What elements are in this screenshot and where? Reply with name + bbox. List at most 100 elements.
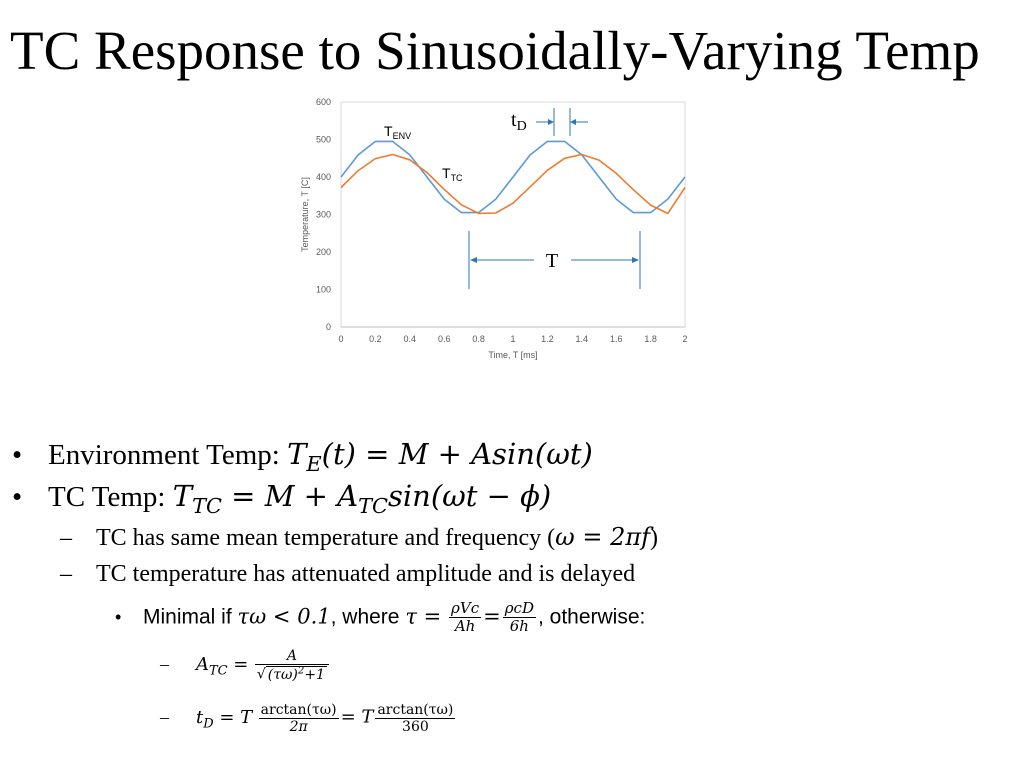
sqrt-sign: √ [256,666,266,683]
series-label-sub: TC [451,173,463,183]
bullet-text: Environment Temp: [48,439,288,471]
otherwise-text: , otherwise: [537,605,646,629]
bullet-marker: – [160,653,169,674]
series-label-main: T [442,165,451,181]
delay-fraction-2: arctan(τω) 360 [375,702,456,736]
tau-fraction-2: ρcD 6h [502,599,536,636]
period-label: T [546,250,558,272]
sqrt-base: (τω) [267,666,298,683]
fraction-numerator: arctan(τω) [258,702,339,720]
response-chart: 0 0.2 0.4 0.6 0.8 1 1.2 1.4 1.6 1.8 2 0 100 200 300 400… [296,92,696,372]
formula-lhs: T [172,479,193,513]
formula-rhs: (t) = M + Asin(ωt) [321,437,593,471]
frequency-formula: ω = 2πf [555,523,651,551]
x-tick-label: 0.2 [369,334,382,344]
y-tick-label: 100 [316,285,331,295]
env-temp-formula: TE(t) = M + Asin(ωt) [287,437,593,476]
equals-t: = T [213,706,253,728]
formula-sub: TC [209,663,228,679]
formula-lhs: T [287,437,307,471]
period-arrowhead-right [632,257,639,263]
delay-fraction-1: arctan(τω) 2π [258,702,339,736]
delay-label-sub: D [517,119,527,134]
bullet-marker: – [160,706,169,727]
sqrt-plus: +1 [304,666,325,683]
fraction-denominator: Ah [454,617,476,636]
condition-formula: τω < 0.1 [237,604,331,629]
fraction-numerator: A [254,648,329,666]
tc-temp-formula: TTC = M + ATCsin(ωt − ϕ) [172,479,552,518]
equals-sign: = [227,653,249,675]
formula-mid: = M + A [221,479,359,513]
formula-lhs: t [196,706,204,728]
sub-sub-bullet-minimal: • Minimal if τω < 0.1, where τ = ρVc Ah = ρc… [115,599,646,636]
bullet-marker: • [115,607,122,628]
tau-fraction-1: ρVc Ah [449,599,482,636]
bullet-text: TC has same mean temperature and frequen… [96,525,556,551]
delay-arrowhead-left [548,119,554,125]
series-env-line [340,140,686,214]
x-tick-label: 1.6 [610,334,623,344]
y-tick-label: 200 [316,247,331,257]
tau-eq: τ = [405,604,442,629]
x-tick-label: 1.8 [644,334,657,344]
formula-sub: E [306,451,322,476]
sqrt-content: (τω)2+1 [265,665,327,683]
y-tick-label: 400 [316,172,331,182]
x-tick-label: 0.8 [472,334,485,344]
label-t-env: TENV [384,123,411,141]
bullet-marker: • [12,439,23,471]
where-text: , where [330,605,406,629]
series-label-main: T [384,123,393,139]
delay-label: tD [511,109,527,134]
chart-svg: 0 0.2 0.4 0.6 0.8 1 1.2 1.4 1.6 1.8 2 0 100 200 300 400… [300,97,688,360]
formula-sub: D [203,716,214,732]
y-axis-title: Temperature, T [C] [300,177,310,252]
formula-amplitude: – ATC = A √ (τω)2+1 [160,648,331,683]
x-tick-label: 1.4 [576,334,589,344]
sub-bullet-mean-frequency: – TC has same mean temperature and freque… [60,523,658,552]
bullet-close: ) [650,525,659,551]
bullet-marker: – [60,525,72,551]
x-tick-label: 0.4 [404,334,417,344]
fraction-numerator: ρVc [449,599,482,619]
equals-sign: = [483,604,501,629]
bullet-text: TC Temp: [48,481,173,513]
x-tick-label: 1.2 [541,334,554,344]
fraction-denominator: √ (τω)2+1 [255,665,329,683]
fraction-numerator: ρcD [502,599,536,619]
bullet-text: Minimal if [143,605,238,629]
series-tc-line [340,153,686,215]
amplitude-lhs: ATC = [196,653,249,679]
series-label-sub: ENV [393,131,412,141]
delay-label-main: t [511,109,517,131]
y-tick-label: 0 [326,322,331,332]
equals-t: = T [340,706,374,728]
bullet-environment-temp: • Environment Temp: TE(t) = M + Asin(ωt) [12,437,593,476]
formula-rhs: sin(ωt − ϕ) [387,479,552,513]
bullet-marker: – [60,561,72,587]
delay-arrowhead-right [570,119,576,125]
delay-lhs: tD = T [196,706,253,732]
fraction-denominator: 6h [509,617,529,636]
y-tick-label: 600 [316,97,331,107]
x-tick-label: 0 [338,334,343,344]
period-arrowhead-left [470,257,477,263]
y-tick-label: 300 [316,210,331,220]
fraction-numerator: arctan(τω) [375,702,456,720]
sqrt-power: 2 [297,665,305,677]
label-t-tc: TTC [442,165,463,183]
fraction-denominator: 2π [289,719,308,736]
sub-bullet-attenuated: – TC temperature has attenuated amplitude… [60,561,635,588]
fraction-denominator: 360 [402,719,429,736]
formula-lhs: A [196,653,209,675]
x-tick-label: 1 [510,334,515,344]
bullet-tc-temp: • TC Temp: TTC = M + ATCsin(ωt − ϕ) [12,479,551,518]
x-axis-title: Time, T [ms] [488,350,537,360]
bullet-marker: • [12,481,23,513]
amplitude-fraction: A √ (τω)2+1 [254,648,329,683]
x-tick-label: 0.6 [438,334,451,344]
slide-title: TC Response to Sinusoidally-Varying Temp [10,20,980,81]
x-tick-label: 2 [682,334,687,344]
